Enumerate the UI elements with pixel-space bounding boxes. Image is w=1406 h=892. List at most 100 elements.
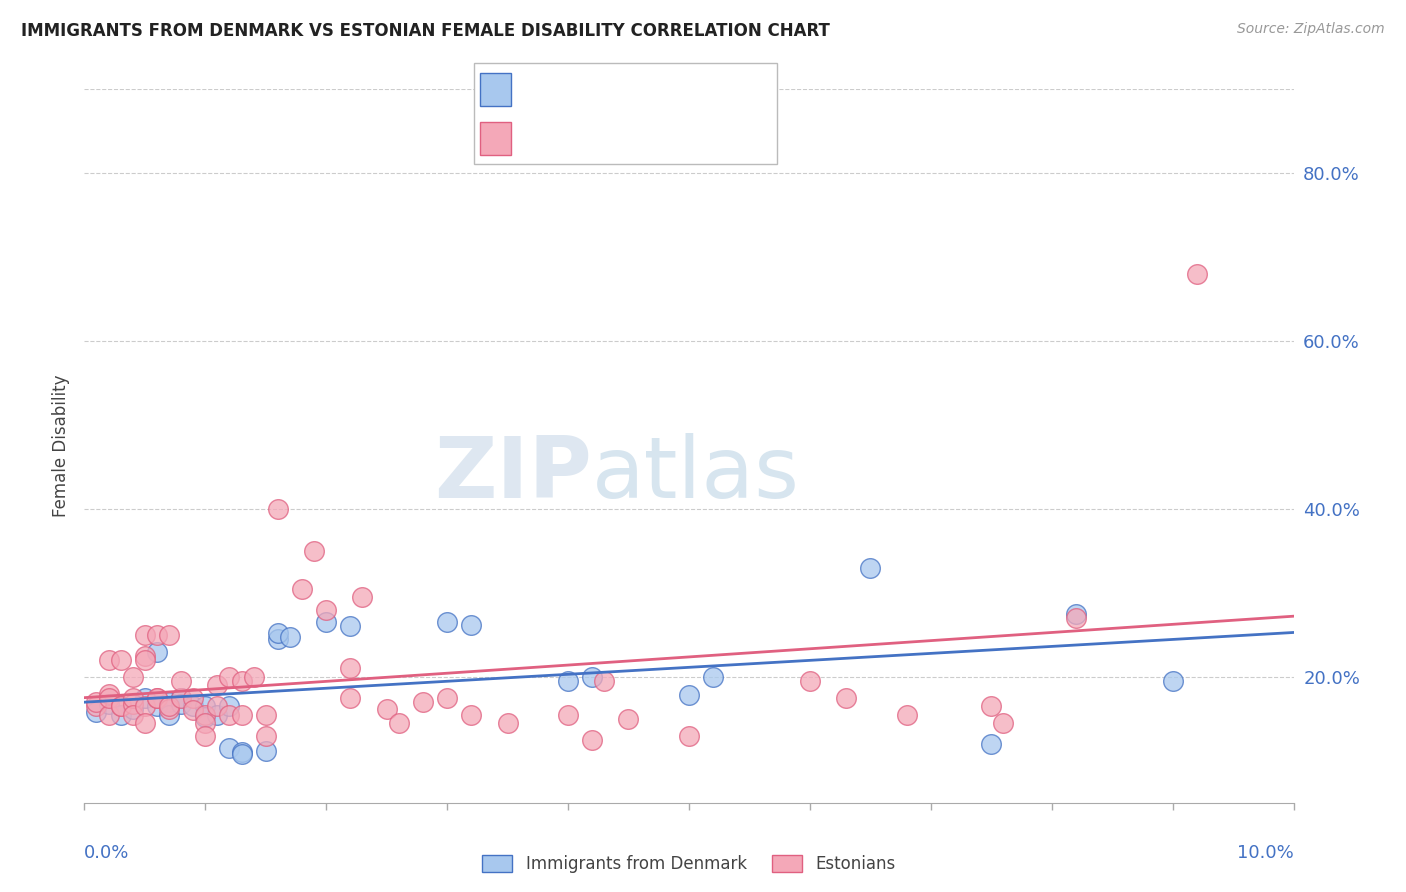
Point <box>97 707 120 722</box>
Point <box>170 697 193 711</box>
Text: R = 0.264: R = 0.264 <box>520 80 610 98</box>
Point <box>157 699 180 714</box>
Point <box>231 707 253 722</box>
Point <box>302 544 325 558</box>
Point <box>86 699 108 714</box>
Point <box>194 707 217 722</box>
Point <box>207 707 229 722</box>
Point <box>181 703 204 717</box>
Point <box>218 741 240 756</box>
Point <box>557 707 579 722</box>
Point <box>207 699 229 714</box>
Text: 10.0%: 10.0% <box>1237 845 1294 863</box>
Point <box>859 560 882 574</box>
Point <box>207 678 229 692</box>
Point <box>278 630 301 644</box>
Point <box>388 716 411 731</box>
Text: 0.0%: 0.0% <box>84 845 129 863</box>
Point <box>218 707 240 722</box>
Point <box>436 615 458 630</box>
Text: ZIP: ZIP <box>434 433 592 516</box>
Point <box>181 690 204 705</box>
Point <box>581 732 603 747</box>
Point <box>799 674 821 689</box>
Point <box>339 690 361 705</box>
Point <box>157 702 180 716</box>
Point <box>194 716 217 731</box>
Point <box>121 670 143 684</box>
Point <box>110 653 132 667</box>
Point <box>678 729 700 743</box>
Point <box>581 670 603 684</box>
Point <box>254 729 277 743</box>
Text: atlas: atlas <box>592 433 800 516</box>
Point <box>557 674 579 689</box>
Point <box>194 729 217 743</box>
Point <box>242 670 264 684</box>
Point <box>110 707 132 722</box>
Point <box>170 690 193 705</box>
Point <box>1185 267 1208 281</box>
Point <box>157 628 180 642</box>
Bar <box>481 122 512 155</box>
Point <box>97 697 120 711</box>
Point <box>157 695 180 709</box>
Text: Source: ZipAtlas.com: Source: ZipAtlas.com <box>1237 22 1385 37</box>
Point <box>134 628 156 642</box>
Point <box>1161 674 1184 689</box>
Point <box>134 690 156 705</box>
Point <box>231 746 253 760</box>
Point <box>134 699 156 714</box>
Point <box>134 653 156 667</box>
Point <box>134 648 156 663</box>
Point <box>460 707 482 722</box>
Point <box>412 695 434 709</box>
Text: N = 65: N = 65 <box>662 129 730 147</box>
Text: N = 35: N = 35 <box>662 80 730 98</box>
Point <box>121 697 143 711</box>
Point <box>146 628 169 642</box>
Point <box>339 619 361 633</box>
Point <box>86 695 108 709</box>
Point <box>110 699 132 714</box>
Point <box>170 690 193 705</box>
Point <box>121 690 143 705</box>
Point <box>218 699 240 714</box>
FancyBboxPatch shape <box>474 63 778 164</box>
Point <box>702 670 724 684</box>
Point <box>375 702 398 716</box>
Point <box>291 582 314 596</box>
Point <box>436 690 458 705</box>
Point <box>980 699 1002 714</box>
Point <box>218 670 240 684</box>
Point <box>1064 611 1087 625</box>
Point <box>267 626 290 640</box>
Point <box>146 699 169 714</box>
Point <box>97 690 120 705</box>
Point <box>315 603 337 617</box>
Point <box>617 712 640 726</box>
Point <box>194 710 217 724</box>
Point <box>267 632 290 646</box>
Point <box>896 707 918 722</box>
Point <box>352 590 374 604</box>
Point <box>97 653 120 667</box>
Point <box>254 707 277 722</box>
Point <box>678 689 700 703</box>
Legend: Immigrants from Denmark, Estonians: Immigrants from Denmark, Estonians <box>475 848 903 880</box>
Point <box>339 661 361 675</box>
Point <box>121 702 143 716</box>
Point <box>110 699 132 714</box>
Point <box>181 699 204 714</box>
Point <box>980 737 1002 751</box>
Text: IMMIGRANTS FROM DENMARK VS ESTONIAN FEMALE DISABILITY CORRELATION CHART: IMMIGRANTS FROM DENMARK VS ESTONIAN FEMA… <box>21 22 830 40</box>
Bar <box>481 73 512 105</box>
Point <box>146 690 169 705</box>
Point <box>146 645 169 659</box>
Y-axis label: Female Disability: Female Disability <box>52 375 70 517</box>
Text: R = 0.235: R = 0.235 <box>520 129 612 147</box>
Point <box>194 699 217 714</box>
Point <box>157 707 180 722</box>
Point <box>993 716 1015 731</box>
Point <box>231 674 253 689</box>
